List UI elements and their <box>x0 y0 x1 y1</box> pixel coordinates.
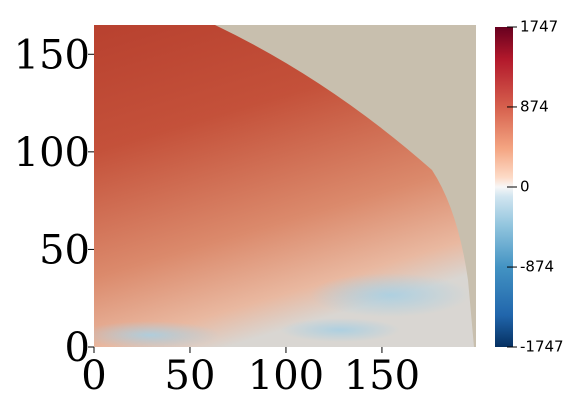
colorbar-tick-label: -874 <box>520 258 554 276</box>
y-tick-label: 0 <box>65 325 90 371</box>
y-tick-label: 150 <box>14 32 90 78</box>
field-patch <box>280 318 400 342</box>
colorbar-tick-label: 874 <box>520 97 549 115</box>
field-region <box>94 25 474 347</box>
x-tick-label: 50 <box>165 353 216 397</box>
colorbar-tick-label: 1747 <box>520 18 558 36</box>
field <box>94 25 476 347</box>
y-tick-label: 50 <box>39 227 90 273</box>
field-patch <box>94 321 220 347</box>
colorbar-tick-label: -1747 <box>520 338 564 356</box>
colorbar-tick-label: 0 <box>520 178 530 196</box>
x-tick-label: 0 <box>81 353 106 397</box>
field-patch <box>310 273 470 317</box>
y-tick-label: 100 <box>14 130 90 176</box>
x-tick-label: 150 <box>344 353 420 397</box>
x-tick-label: 100 <box>248 353 324 397</box>
